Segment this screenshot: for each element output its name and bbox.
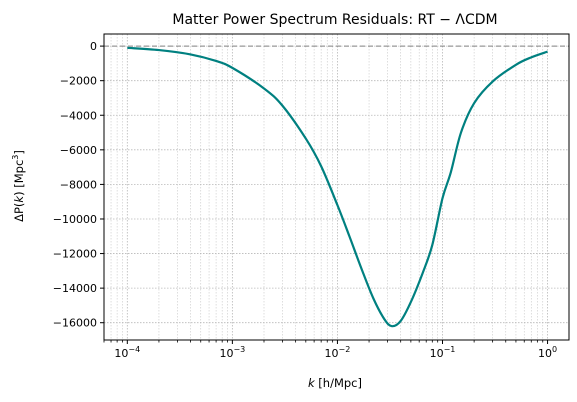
y-tick-label: −8000	[60, 178, 97, 191]
x-tick-label: 10−1	[430, 345, 456, 360]
y-tick-label: −10000	[53, 213, 97, 226]
grid-lines	[103, 34, 569, 340]
series-line	[127, 46, 548, 328]
y-tick-label: −16000	[53, 317, 97, 330]
x-tick-label: 10−4	[114, 345, 140, 360]
y-tick-label: 0	[90, 40, 97, 53]
x-axis-label: k [h/Mpc]	[308, 376, 362, 390]
y-tick-label: −14000	[53, 282, 97, 295]
y-tick-label: −12000	[53, 248, 97, 261]
y-axis-ticks: 0 −2000 −4000 −6000 −8000 −10000 −12000 −14000 −…	[53, 40, 104, 330]
chart-title: Matter Power Spectrum Residuals: RT − ΛC…	[172, 12, 497, 28]
y-tick-label: −4000	[60, 109, 97, 122]
x-tick-label: 10−2	[325, 345, 351, 360]
x-tick-label: 100	[538, 345, 557, 360]
y-tick-label: −6000	[60, 144, 97, 157]
plot-frame	[103, 33, 570, 341]
x-tick-label: 10−3	[219, 345, 245, 360]
x-axis-ticks: 10−4 10−3 10−2 10−1 100	[103, 340, 557, 360]
y-tick-label: −2000	[60, 75, 97, 88]
y-axis-label: ΔP(k) [Mpc3]	[11, 150, 26, 222]
series-group	[127, 46, 548, 328]
